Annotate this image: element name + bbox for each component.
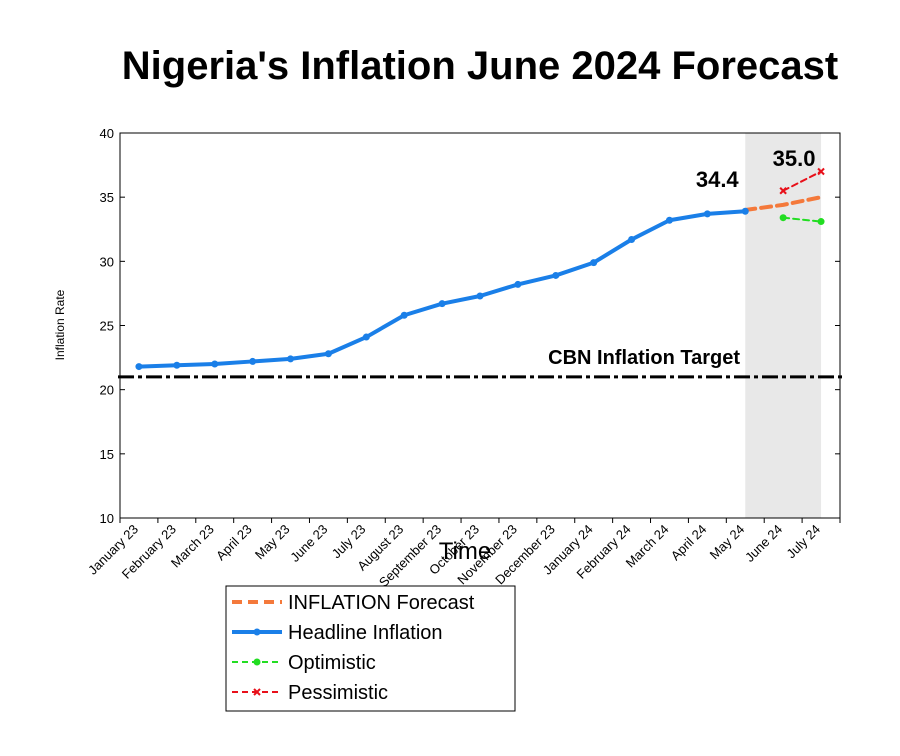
x-tick-label: June 23 <box>287 522 330 565</box>
legend-label: Headline Inflation <box>288 622 443 644</box>
series-pessimistic <box>779 167 825 195</box>
y-tick-label: 15 <box>100 447 114 462</box>
data-point <box>817 218 825 226</box>
annotation-forecast-value: 35.0 <box>773 146 816 171</box>
x-tick-label: May 23 <box>252 522 293 563</box>
data-point <box>476 292 484 300</box>
data-point <box>400 311 408 319</box>
data-point <box>779 187 787 195</box>
data-point <box>324 350 332 358</box>
legend-label: Pessimistic <box>288 682 388 704</box>
data-point <box>362 333 370 341</box>
data-point <box>665 216 673 224</box>
y-tick-label: 25 <box>100 319 114 334</box>
data-point <box>253 628 261 636</box>
y-tick-label: 20 <box>100 383 114 398</box>
x-tick-label: April 23 <box>213 522 255 564</box>
data-point <box>628 236 636 244</box>
legend-item-inflation-forecast: INFLATION Forecast <box>232 592 475 614</box>
data-point <box>211 360 219 368</box>
y-tick-label: 40 <box>100 126 114 141</box>
series-inflation-forecast <box>743 195 824 212</box>
legend-item-optimistic: Optimistic <box>232 652 376 674</box>
data-point <box>173 361 181 369</box>
data-point <box>287 355 295 363</box>
data-point <box>552 271 560 279</box>
y-axis-label: Inflation Rate <box>53 289 67 360</box>
x-tick-label: June 24 <box>742 522 785 565</box>
series-line <box>782 170 823 192</box>
series-line <box>743 195 824 212</box>
data-point <box>253 658 261 666</box>
series-headline-inflation <box>135 207 749 371</box>
data-point <box>741 207 749 215</box>
data-point <box>514 280 522 288</box>
legend-item-pessimistic: Pessimistic <box>232 682 388 704</box>
data-point <box>253 688 261 696</box>
legend: INFLATION Forecast Headline Inflation Opti… <box>225 585 516 712</box>
x-tick-label: May 24 <box>707 522 748 563</box>
legend-item-headline-inflation: Headline Inflation <box>232 622 443 644</box>
series-optimistic <box>779 214 825 226</box>
series-line <box>782 216 823 223</box>
data-point <box>249 357 257 365</box>
data-point <box>438 300 446 308</box>
legend-label: INFLATION Forecast <box>288 592 475 614</box>
data-point <box>779 214 787 222</box>
legend-box <box>225 585 516 712</box>
x-tick-label: July 24 <box>783 522 823 562</box>
x-axis-label: Time <box>439 538 491 565</box>
data-point <box>590 259 598 267</box>
y-tick-label: 10 <box>100 511 114 526</box>
legend-label: Optimistic <box>288 652 376 674</box>
forecast-shaded-region <box>745 133 822 518</box>
series-line <box>136 209 748 369</box>
chart-title: Nigeria's Inflation June 2024 Forecast <box>121 44 839 88</box>
y-tick-label: 35 <box>100 190 114 205</box>
data-point <box>817 167 825 176</box>
y-tick-label: 30 <box>100 254 114 269</box>
cbn-target-label: CBN Inflation Target <box>548 347 740 369</box>
data-point <box>703 210 711 218</box>
annotation-latest-value: 34.4 <box>696 167 740 192</box>
data-point <box>135 363 143 371</box>
x-tick-label: April 24 <box>668 522 710 564</box>
